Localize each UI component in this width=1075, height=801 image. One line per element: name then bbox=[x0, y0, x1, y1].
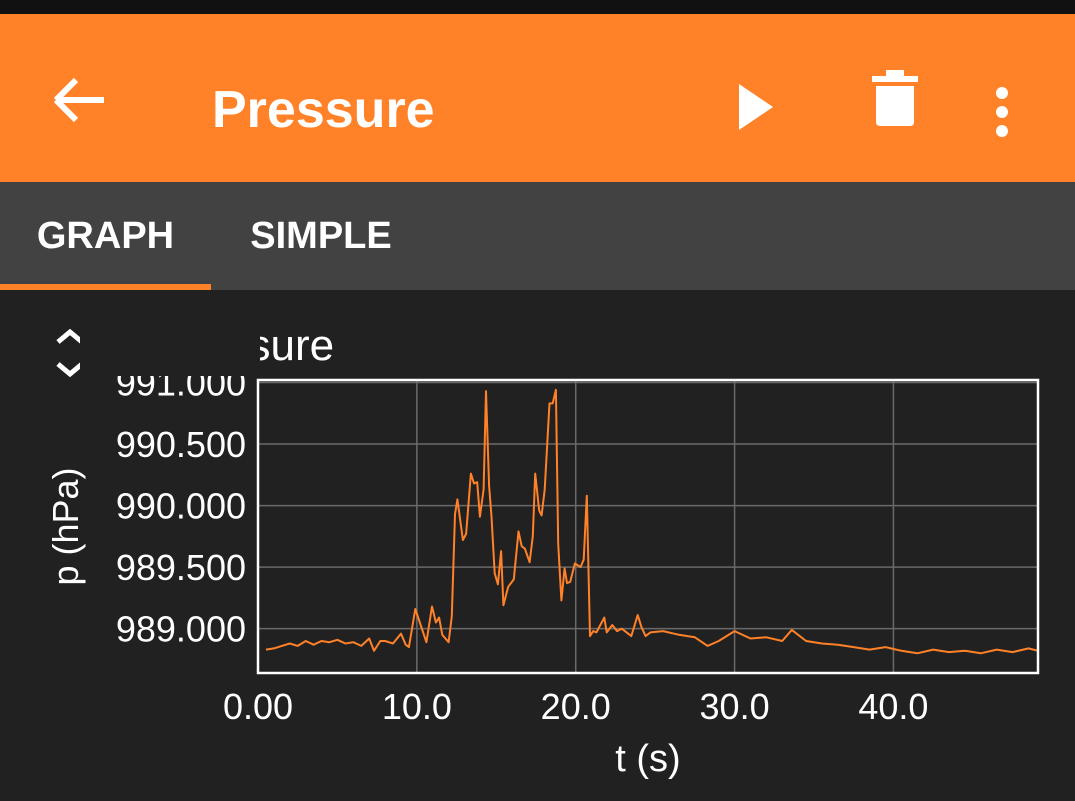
tab-simple[interactable]: SIMPLE bbox=[211, 182, 431, 290]
trash-icon[interactable] bbox=[872, 70, 918, 128]
tab-simple-label: SIMPLE bbox=[250, 214, 392, 257]
app-bar: Pressure bbox=[0, 14, 1075, 182]
more-vert-icon[interactable] bbox=[994, 86, 1010, 138]
tab-bar: GRAPH SIMPLE bbox=[0, 182, 1075, 290]
status-bar bbox=[0, 0, 1075, 14]
y-tick-label: 990.000 bbox=[116, 486, 246, 527]
x-tick-label: 10.0 bbox=[382, 686, 452, 727]
x-tick-label: 30.0 bbox=[700, 686, 770, 727]
pressure-series-line bbox=[265, 388, 1038, 655]
plot-frame bbox=[256, 378, 1040, 675]
page-title: Pressure bbox=[212, 81, 435, 139]
x-axis-label: t (s) bbox=[615, 738, 680, 780]
play-icon[interactable] bbox=[737, 82, 775, 132]
expand-collapse-icon[interactable] bbox=[54, 326, 86, 380]
pressure-chart[interactable]: 0.00 10.0 20.0 30.0 40.0991.000990.500990.00… bbox=[0, 290, 1075, 801]
x-tick-label: 40.0 bbox=[858, 686, 928, 727]
x-tick-label: 20.0 bbox=[541, 686, 611, 727]
y-tick-label: 989.500 bbox=[116, 547, 246, 588]
tab-graph[interactable]: GRAPH bbox=[0, 182, 211, 290]
x-tick-label: 0.00 bbox=[223, 686, 293, 727]
y-tick-label: 990.500 bbox=[116, 424, 246, 465]
label-mask bbox=[80, 290, 260, 376]
y-tick-label: 989.000 bbox=[116, 609, 246, 650]
y-axis-label: p (hPa) bbox=[45, 467, 86, 585]
active-tab-indicator bbox=[0, 284, 211, 290]
tab-graph-label: GRAPH bbox=[36, 214, 175, 257]
back-arrow-icon[interactable] bbox=[50, 72, 110, 128]
